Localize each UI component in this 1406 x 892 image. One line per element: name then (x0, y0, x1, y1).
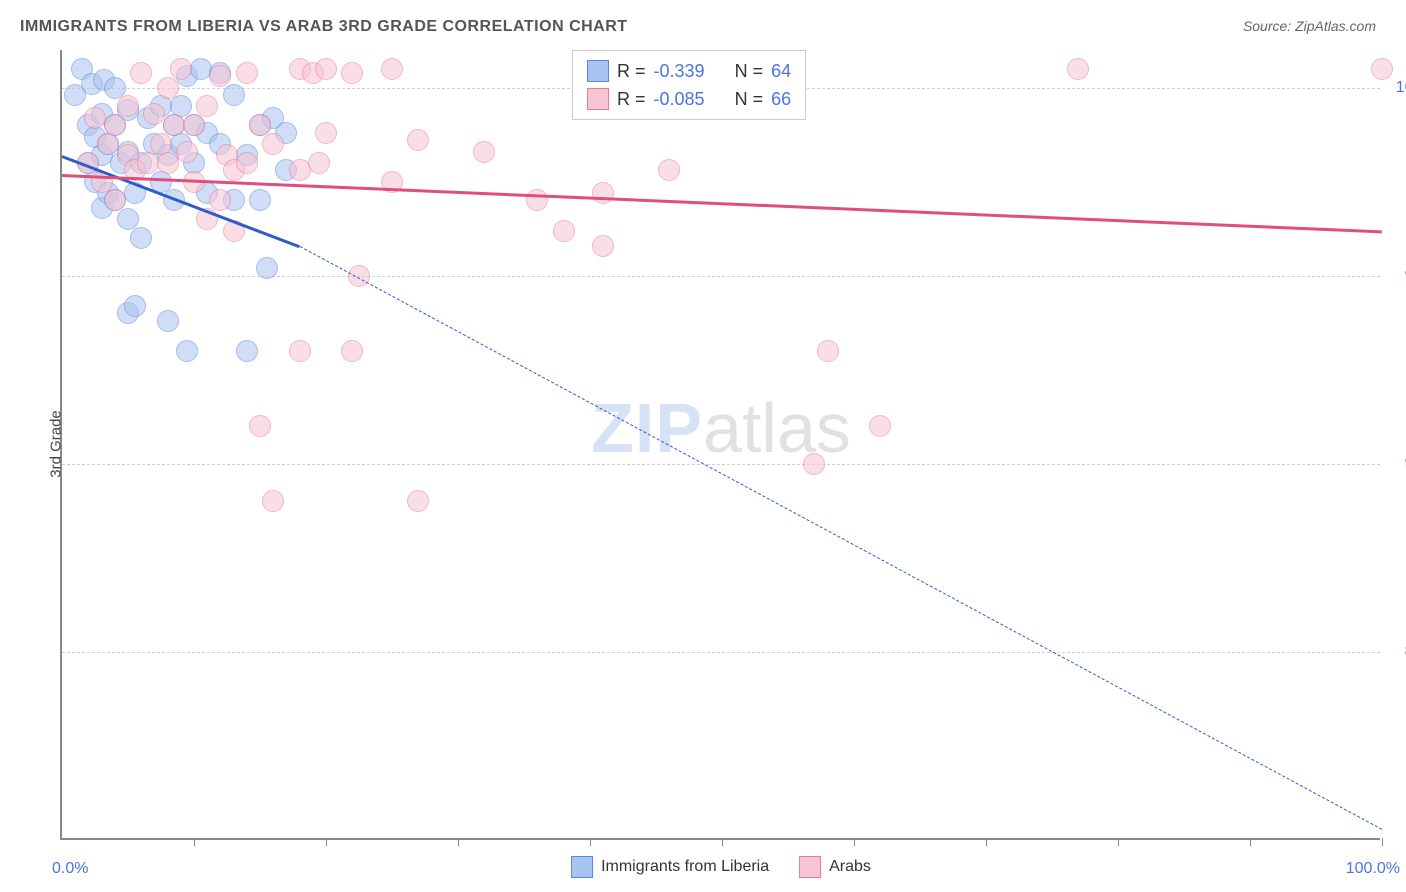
scatter-point-arabs (592, 182, 614, 204)
legend-r-value: -0.085 (654, 89, 705, 110)
scatter-point-arabs (289, 340, 311, 362)
scatter-point-arabs (249, 415, 271, 437)
scatter-point-arabs (157, 77, 179, 99)
legend-r-label: R = (617, 89, 646, 110)
scatter-point-arabs (1067, 58, 1089, 80)
trend-line (299, 246, 1382, 830)
scatter-point-arabs (315, 122, 337, 144)
x-axis-end-label: 100.0% (1346, 860, 1400, 878)
scatter-point-arabs (658, 159, 680, 181)
scatter-point-arabs (315, 58, 337, 80)
x-tick (458, 838, 459, 846)
scatter-point-arabs (183, 114, 205, 136)
legend-n-value: 64 (771, 61, 791, 82)
scatter-point-arabs (341, 62, 363, 84)
scatter-point-arabs (163, 114, 185, 136)
chart-title: IMMIGRANTS FROM LIBERIA VS ARAB 3RD GRAD… (20, 18, 628, 36)
scatter-point-arabs (592, 235, 614, 257)
legend-r-label: R = (617, 61, 646, 82)
legend-n-label: N = (735, 89, 764, 110)
scatter-point-arabs (137, 152, 159, 174)
scatter-point-arabs (97, 133, 119, 155)
scatter-point-arabs (407, 490, 429, 512)
scatter-point-liberia (176, 340, 198, 362)
scatter-point-arabs (104, 189, 126, 211)
scatter-point-arabs (262, 490, 284, 512)
x-tick (1118, 838, 1119, 846)
scatter-point-arabs (553, 220, 575, 242)
scatter-point-arabs (157, 152, 179, 174)
scatter-point-arabs (104, 114, 126, 136)
scatter-point-liberia (236, 340, 258, 362)
series-legend-label: Arabs (829, 858, 871, 876)
scatter-point-arabs (341, 340, 363, 362)
scatter-point-arabs (1371, 58, 1393, 80)
x-tick (722, 838, 723, 846)
source-label: Source: ZipAtlas.com (1243, 18, 1376, 34)
scatter-point-arabs (817, 340, 839, 362)
scatter-point-liberia (223, 84, 245, 106)
scatter-point-arabs (170, 58, 192, 80)
x-tick (1250, 838, 1251, 846)
scatter-point-arabs (209, 189, 231, 211)
scatter-point-arabs (289, 159, 311, 181)
scatter-point-arabs (526, 189, 548, 211)
legend-r-value: -0.339 (654, 61, 705, 82)
x-axis-start-label: 0.0% (52, 860, 88, 878)
x-tick (986, 838, 987, 846)
legend-n-value: 66 (771, 89, 791, 110)
scatter-point-arabs (381, 58, 403, 80)
scatter-point-arabs (249, 114, 271, 136)
scatter-point-liberia (157, 310, 179, 332)
legend-swatch (587, 88, 609, 110)
scatter-point-liberia (256, 257, 278, 279)
scatter-point-liberia (249, 189, 271, 211)
scatter-point-arabs (143, 103, 165, 125)
scatter-point-liberia (130, 227, 152, 249)
y-axis-title: 3rd Grade (47, 410, 64, 478)
scatter-point-liberia (190, 58, 212, 80)
series-legend: Immigrants from Liberia Arabs (571, 856, 871, 878)
series-legend-item: Immigrants from Liberia (571, 856, 769, 878)
correlation-legend: R = -0.339 N = 64 R = -0.085 N = 66 (572, 50, 806, 120)
series-legend-label: Immigrants from Liberia (601, 858, 769, 876)
scatter-point-liberia (104, 77, 126, 99)
scatter-point-arabs (407, 129, 429, 151)
scatter-point-arabs (236, 62, 258, 84)
scatter-point-arabs (209, 65, 231, 87)
scatter-point-arabs (236, 152, 258, 174)
correlation-legend-row: R = -0.339 N = 64 (587, 57, 791, 85)
gridline-h (62, 464, 1380, 465)
y-tick-label: 100.0% (1396, 79, 1406, 97)
scatter-point-liberia (124, 295, 146, 317)
chart-plot-area: 3rd Grade 0.0% 100.0% ZIPatlas R = -0.33… (60, 50, 1380, 840)
scatter-point-arabs (130, 62, 152, 84)
scatter-point-arabs (117, 95, 139, 117)
gridline-h (62, 652, 1380, 653)
x-tick (194, 838, 195, 846)
scatter-point-arabs (473, 141, 495, 163)
legend-swatch (799, 856, 821, 878)
scatter-point-arabs (308, 152, 330, 174)
scatter-point-arabs (84, 107, 106, 129)
scatter-point-arabs (176, 141, 198, 163)
scatter-point-liberia (117, 208, 139, 230)
watermark-atlas: atlas (703, 389, 851, 467)
x-tick (590, 838, 591, 846)
x-tick (326, 838, 327, 846)
scatter-point-arabs (196, 95, 218, 117)
x-tick (1382, 838, 1383, 846)
scatter-point-arabs (262, 133, 284, 155)
correlation-legend-row: R = -0.085 N = 66 (587, 85, 791, 113)
legend-n-label: N = (735, 61, 764, 82)
series-legend-item: Arabs (799, 856, 871, 878)
x-tick (854, 838, 855, 846)
legend-swatch (571, 856, 593, 878)
legend-swatch (587, 60, 609, 82)
scatter-point-arabs (803, 453, 825, 475)
scatter-point-arabs (869, 415, 891, 437)
